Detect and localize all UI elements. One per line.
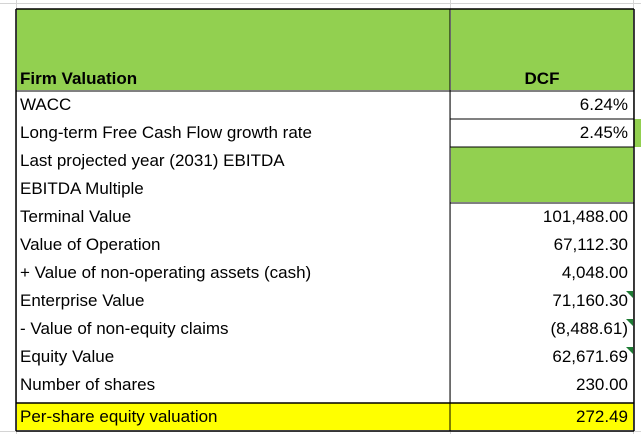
value-per-share-valuation[interactable]: 272.49 bbox=[576, 407, 628, 426]
header-fill-label bbox=[17, 9, 450, 90]
value-wacc[interactable]: 6.24% bbox=[579, 95, 628, 114]
label-last-ebitda[interactable]: Last projected year (2031) EBITDA bbox=[20, 151, 285, 170]
error-indicator-icon[interactable] bbox=[626, 319, 633, 326]
label-growth-rate[interactable]: Long-term Free Cash Flow growth rate bbox=[20, 123, 312, 142]
value-last-ebitda[interactable] bbox=[451, 147, 633, 175]
label-equity-value[interactable]: Equity Value bbox=[20, 347, 115, 366]
label-enterprise-value[interactable]: Enterprise Value bbox=[20, 291, 145, 310]
label-value-of-operation[interactable]: Value of Operation bbox=[20, 235, 161, 254]
value-terminal-value[interactable]: 101,488.00 bbox=[542, 207, 628, 226]
gridline bbox=[0, 3, 641, 4]
value-number-of-shares[interactable]: 230.00 bbox=[576, 375, 628, 394]
ebitda-input-fill bbox=[451, 147, 633, 202]
header-firm-valuation[interactable]: Firm Valuation bbox=[20, 69, 138, 88]
gridline bbox=[633, 0, 634, 434]
gridline bbox=[450, 0, 451, 434]
label-ebitda-multiple[interactable]: EBITDA Multiple bbox=[20, 179, 144, 198]
value-non-equity-claims[interactable]: (8,488.61) bbox=[550, 319, 629, 338]
header-dcf[interactable]: DCF bbox=[524, 69, 560, 88]
value-growth-rate[interactable]: 2.45% bbox=[579, 123, 628, 142]
label-wacc[interactable]: WACC bbox=[20, 95, 72, 114]
error-indicator-icon[interactable] bbox=[626, 291, 633, 298]
label-per-share-valuation[interactable]: Per-share equity valuation bbox=[20, 407, 218, 426]
value-non-operating-assets[interactable]: 4,048.00 bbox=[561, 263, 628, 282]
error-indicator-icon[interactable] bbox=[626, 347, 633, 354]
label-non-equity-claims[interactable]: - Value of non-equity claims bbox=[20, 319, 229, 338]
header-fill-value bbox=[451, 9, 633, 90]
value-equity-value[interactable]: 62,671.69 bbox=[552, 347, 628, 366]
value-enterprise-value[interactable]: 71,160.30 bbox=[552, 291, 628, 310]
label-terminal-value[interactable]: Terminal Value bbox=[20, 207, 132, 226]
gridline bbox=[0, 431, 641, 432]
value-ebitda-multiple[interactable] bbox=[451, 175, 633, 203]
label-number-of-shares[interactable]: Number of shares bbox=[20, 375, 156, 394]
value-value-of-operation[interactable]: 67,112.30 bbox=[553, 235, 628, 254]
label-non-operating-assets[interactable]: + Value of non-operating assets (cash) bbox=[20, 263, 312, 282]
highlight-fill bbox=[17, 403, 633, 430]
growth-input-edge bbox=[634, 119, 641, 147]
